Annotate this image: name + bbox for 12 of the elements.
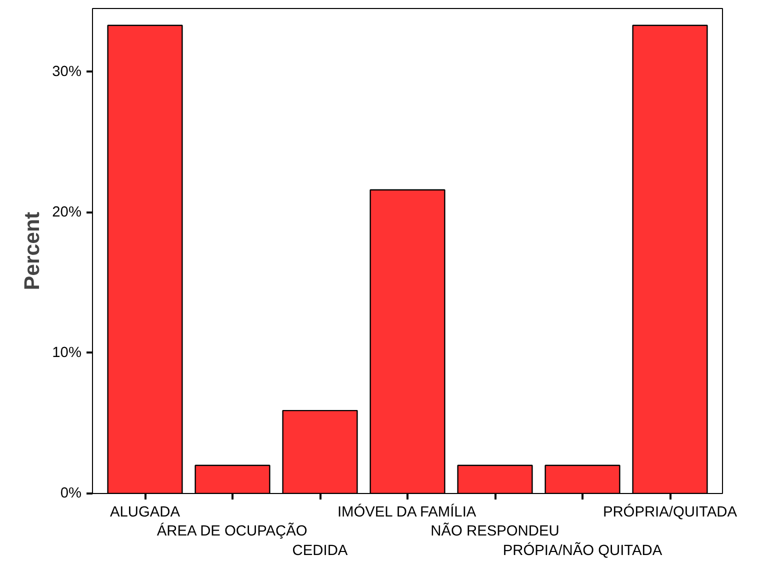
x-tick-label: PRÓPRIA/QUITADA <box>602 504 738 520</box>
x-tick-label: NÃO RESPONDEU <box>430 522 560 540</box>
x-tick-label: PRÓPIA/NÃO QUITADA <box>502 542 662 559</box>
y-tick-label: 0% <box>60 486 82 502</box>
x-tick-label: ALUGADA <box>110 504 180 520</box>
y-tick-label: 30% <box>52 64 82 80</box>
x-tick-label: IMÓVEL DA FAMÍLIA <box>337 504 476 520</box>
y-tick-label: 10% <box>52 344 82 361</box>
y-tick-label: 20% <box>52 204 82 220</box>
x-tick-label: ÁREA DE OCUPAÇÃO <box>156 522 308 540</box>
x-tick-label: CEDIDA <box>292 542 348 559</box>
y-axis-title: Percent <box>20 212 44 290</box>
